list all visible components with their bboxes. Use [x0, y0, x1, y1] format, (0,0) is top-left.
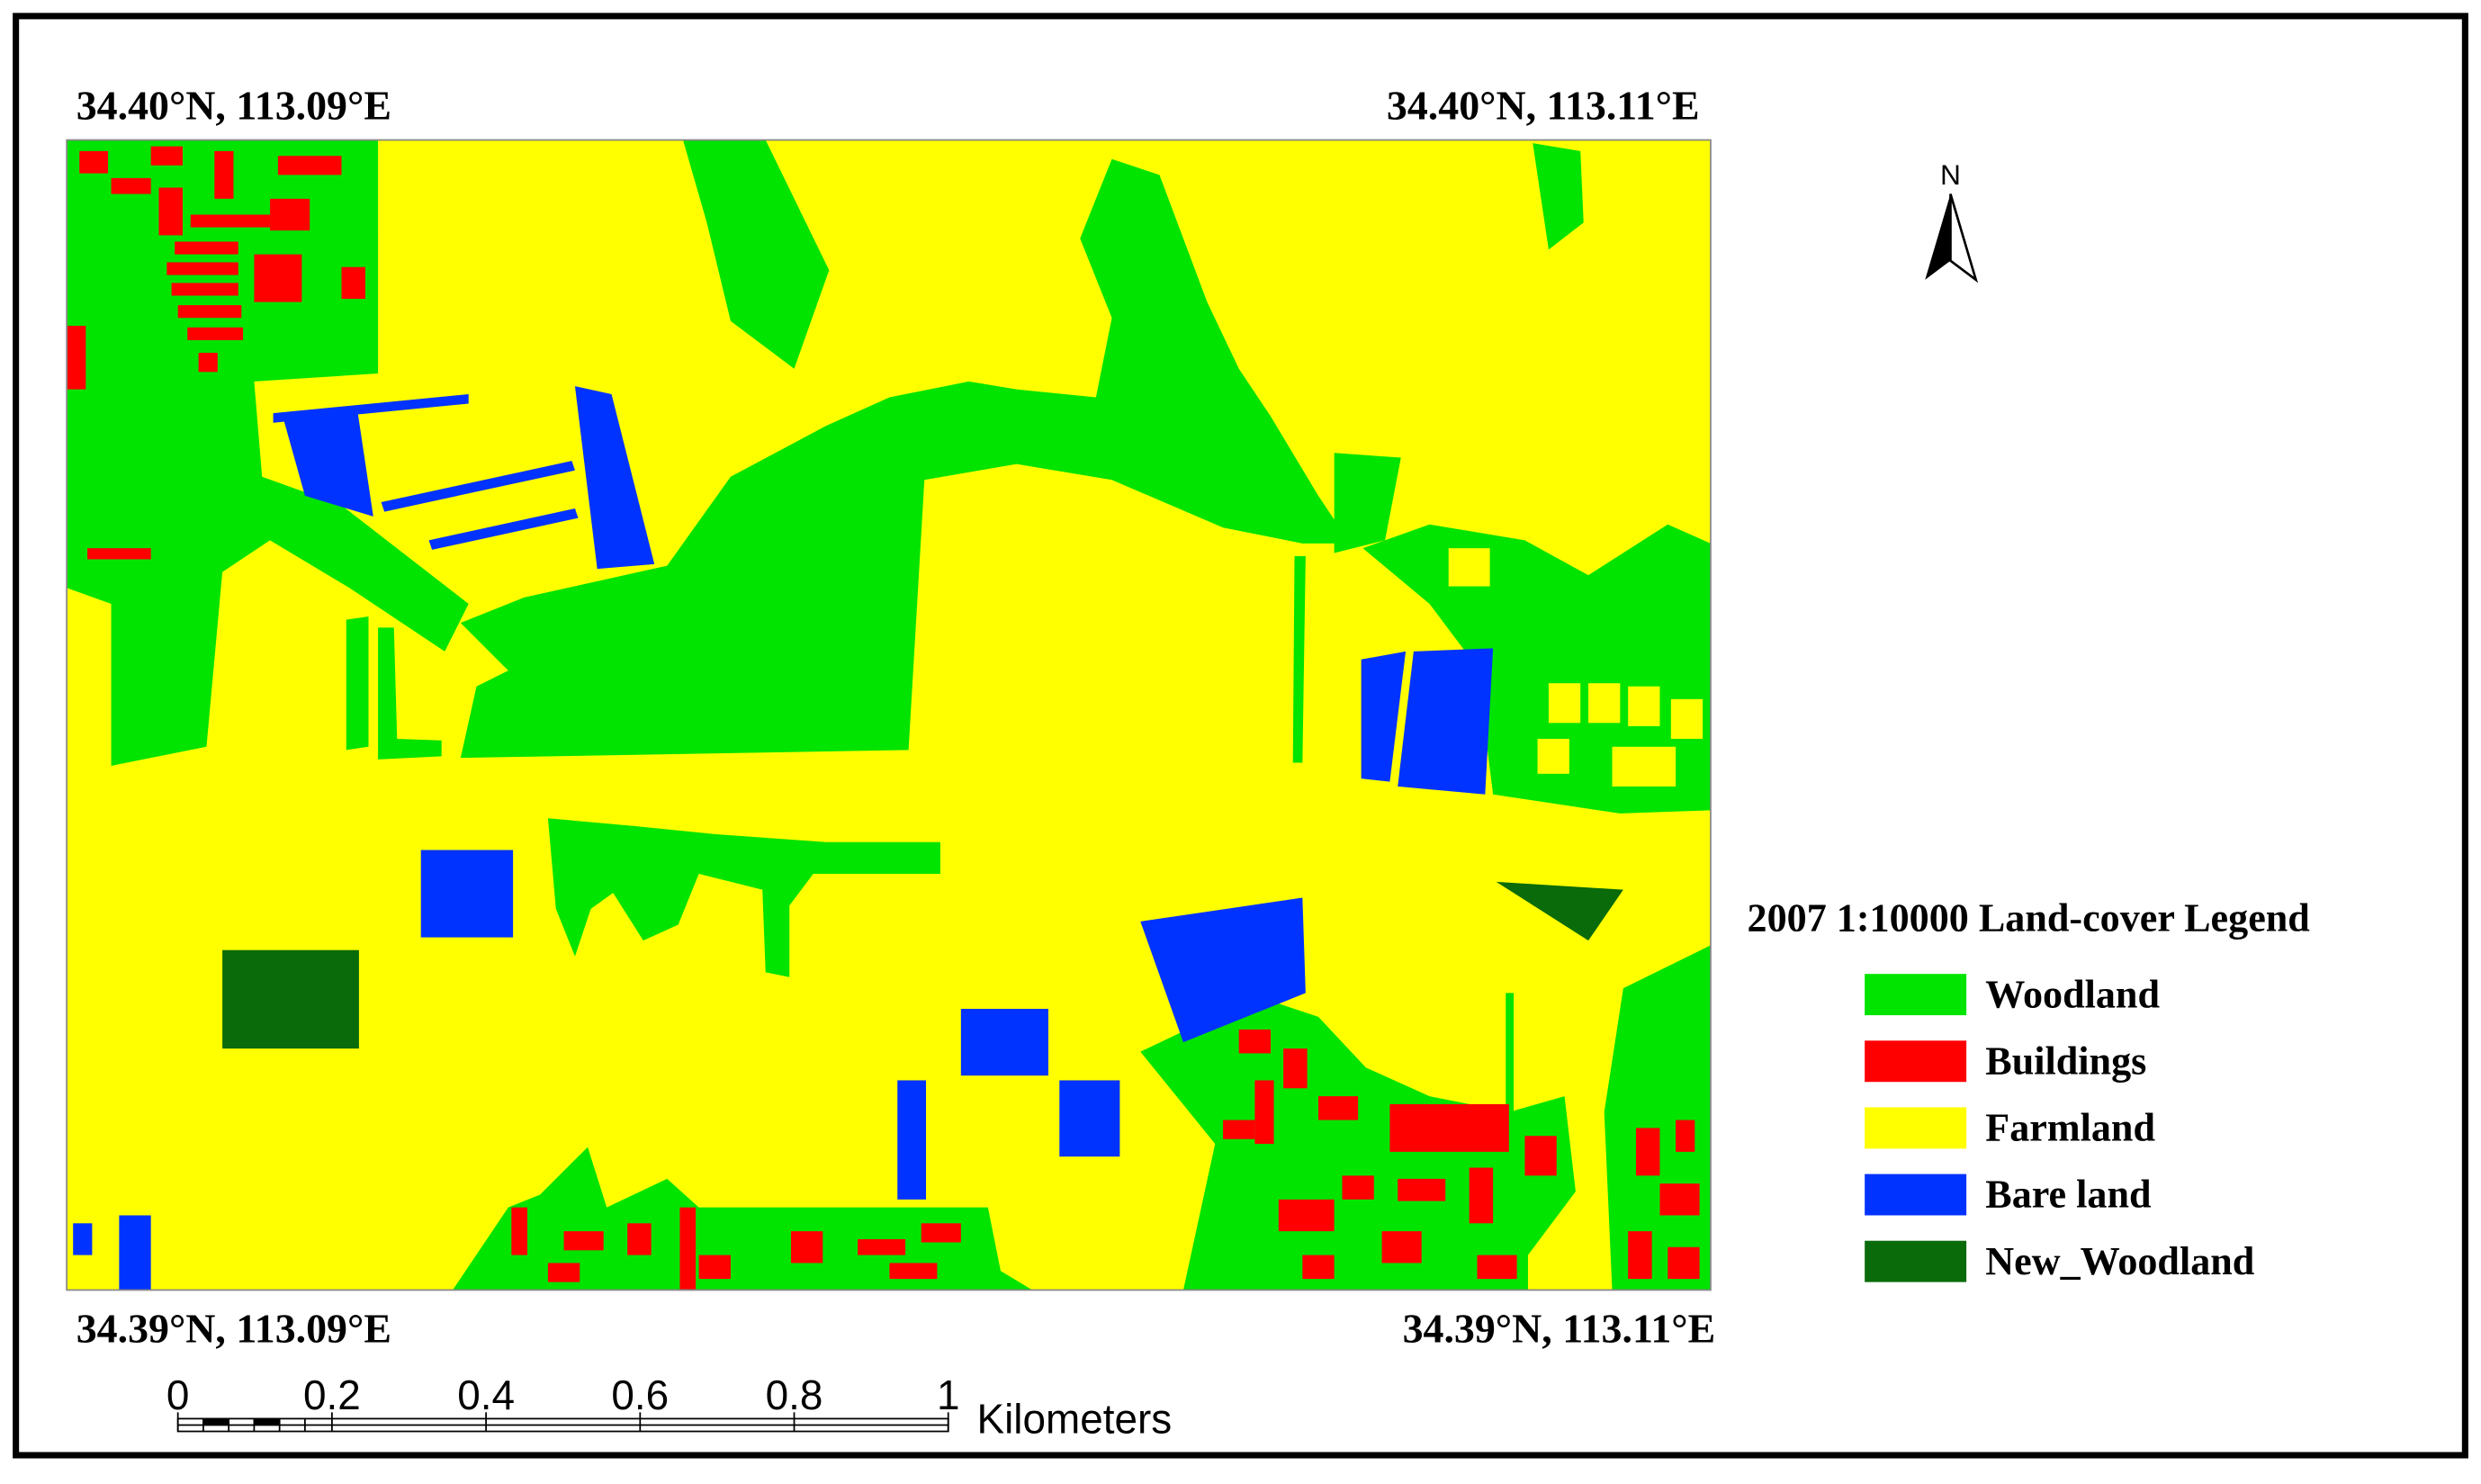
legend-label: Farmland — [1985, 1106, 2155, 1150]
woodland-area — [378, 627, 442, 760]
new-woodland-area — [1496, 881, 1623, 941]
bare-land-area — [897, 1080, 927, 1200]
woodland-area — [1533, 143, 1584, 250]
scale-label: 0 — [166, 1372, 190, 1418]
farmland-area — [1537, 738, 1569, 774]
bare-land-area — [1140, 897, 1306, 1043]
woodland-area — [1140, 1001, 1576, 1291]
legend-label: Woodland — [1985, 972, 2160, 1016]
farmland-area — [1448, 548, 1490, 587]
woodland-area — [1362, 524, 1711, 814]
bare-land-area — [283, 409, 373, 517]
bare-land-area — [119, 1215, 151, 1291]
scale-label: 0.8 — [766, 1372, 823, 1418]
scale-label: 1 — [937, 1372, 960, 1418]
legend-swatch — [1865, 1240, 1967, 1282]
legend-title: 2007 1:10000 Land-cover Legend — [1748, 896, 2311, 940]
buildings-cluster — [67, 146, 1700, 1291]
legend-swatch — [1865, 1174, 1967, 1216]
bare-land-area — [1361, 651, 1407, 782]
woodland-area — [1506, 993, 1515, 1112]
bare-land-area — [73, 1223, 93, 1255]
legend: 2007 1:10000 Land-cover Legend Woodland … — [1748, 896, 2311, 1283]
scale-bar: 0 0.2 0.4 0.6 0.8 1 Kilometers — [166, 1372, 1172, 1442]
farmland-area — [1628, 686, 1660, 726]
corner-label: 34.40°N, 113.09°E — [76, 83, 391, 129]
bare-land-area — [574, 386, 655, 570]
bare-land-area — [1398, 648, 1494, 795]
woodland-area — [1334, 453, 1401, 553]
woodland-area — [67, 139, 469, 766]
legend-swatch — [1865, 1107, 1967, 1149]
farmland-area — [1612, 746, 1676, 787]
new-woodland-area — [222, 949, 359, 1049]
farmland-area — [1588, 683, 1621, 724]
scale-label: 0.6 — [611, 1372, 669, 1418]
farmland-area — [1670, 698, 1703, 739]
legend-label: Buildings — [1985, 1039, 2146, 1083]
woodland-area — [682, 139, 830, 369]
bare-land-area — [428, 508, 579, 550]
north-label: N — [1940, 158, 1961, 191]
woodland-area — [460, 158, 1351, 759]
corner-label: 34.40°N, 113.11°E — [1387, 83, 1700, 129]
map-border — [66, 139, 1712, 1291]
bare-land-area — [960, 1009, 1048, 1076]
bare-land-area — [381, 461, 575, 512]
legend-swatch — [1865, 974, 1967, 1016]
legend-swatch — [1865, 1040, 1967, 1083]
legend-label: Bare land — [1985, 1173, 2152, 1217]
farmland-area — [1548, 683, 1581, 724]
bare-land-area — [420, 850, 514, 938]
scale-unit: Kilometers — [977, 1395, 1173, 1442]
bare-land-area — [1059, 1080, 1120, 1157]
bare-land-area — [273, 393, 469, 423]
north-arrow: N — [1925, 158, 1979, 283]
woodland-area — [547, 818, 940, 977]
corner-label: 34.39°N, 113.09°E — [76, 1306, 391, 1352]
corner-label: 34.39°N, 113.11°E — [1403, 1306, 1716, 1352]
woodland-area — [1292, 555, 1306, 763]
map-frame — [66, 139, 1712, 1291]
legend-label: New_Woodland — [1985, 1239, 2254, 1283]
scale-label: 0.2 — [303, 1372, 361, 1418]
woodland-area — [346, 616, 369, 751]
scale-label: 0.4 — [457, 1372, 515, 1418]
